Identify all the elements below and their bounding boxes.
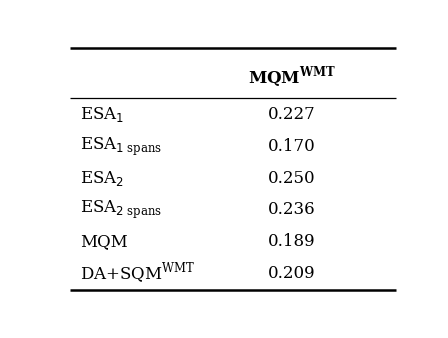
Text: MQM$^{\mathregular{WMT}}$: MQM$^{\mathregular{WMT}}$ [248,64,336,90]
Text: 0.209: 0.209 [268,265,316,282]
Text: 0.170: 0.170 [268,138,316,155]
Text: ESA$_1$: ESA$_1$ [80,105,125,124]
Text: 0.189: 0.189 [268,233,316,250]
Text: ESA$_2$: ESA$_2$ [80,169,124,188]
Text: 0.227: 0.227 [268,106,316,123]
Text: 0.236: 0.236 [268,201,316,218]
Text: 0.250: 0.250 [268,170,316,187]
Text: ESA$_{2\ \mathregular{spans}}$: ESA$_{2\ \mathregular{spans}}$ [80,199,163,221]
Text: MQM: MQM [80,233,128,250]
Text: DA+SQM$^{\mathregular{WMT}}$: DA+SQM$^{\mathregular{WMT}}$ [80,261,195,286]
Text: ESA$_{1\ \mathregular{spans}}$: ESA$_{1\ \mathregular{spans}}$ [80,136,163,158]
